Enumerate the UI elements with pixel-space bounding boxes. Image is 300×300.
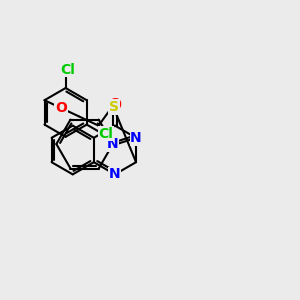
Text: S: S xyxy=(109,100,119,114)
Text: O: O xyxy=(55,101,67,115)
Text: N: N xyxy=(109,167,121,182)
Text: Cl: Cl xyxy=(99,127,114,141)
Text: N: N xyxy=(130,131,142,145)
Text: N: N xyxy=(107,137,119,151)
Text: O: O xyxy=(108,98,122,113)
Text: Cl: Cl xyxy=(61,63,75,77)
